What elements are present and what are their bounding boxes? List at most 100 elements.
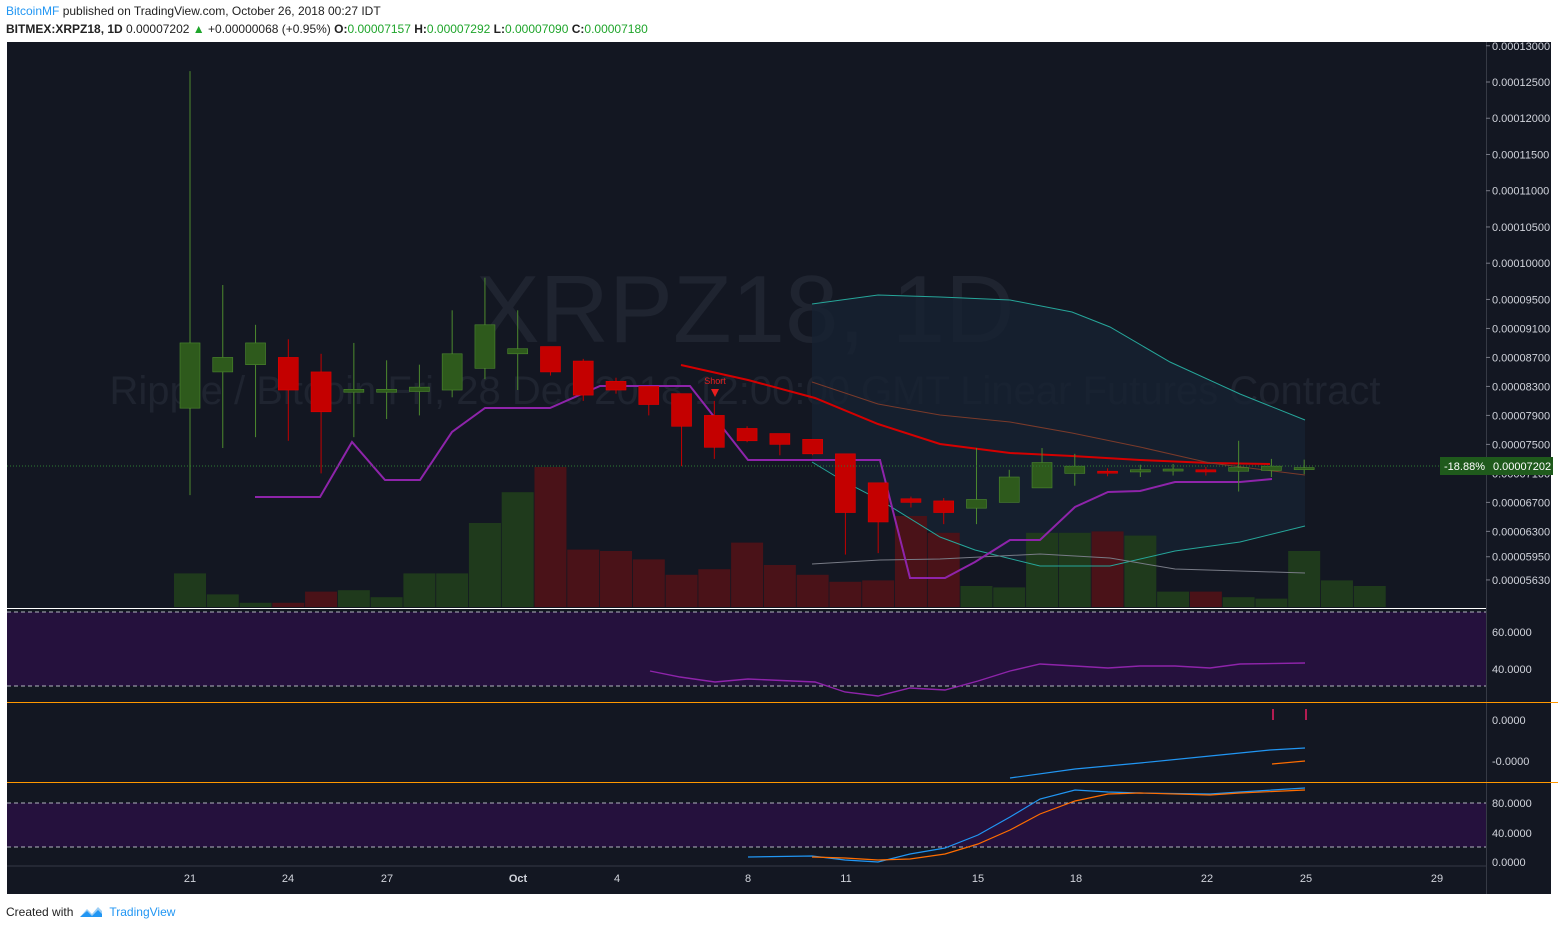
open-value: 0.00007157 xyxy=(347,22,411,36)
volume-bar xyxy=(731,542,764,607)
volume-bar xyxy=(436,573,469,607)
candle-body xyxy=(933,500,955,513)
time-axis-label: 21 xyxy=(184,873,196,885)
low-label: L: xyxy=(493,22,505,36)
volume-bar xyxy=(403,573,436,607)
created-with-text: Created with xyxy=(6,905,74,919)
candle-body xyxy=(802,439,823,455)
candle-body xyxy=(1130,469,1151,473)
volume-bar xyxy=(305,591,338,607)
candle-body xyxy=(1228,467,1249,472)
volume-bar xyxy=(1157,591,1190,607)
volume-bar xyxy=(600,551,633,607)
candle-body xyxy=(540,346,561,373)
pane3-band xyxy=(7,803,1486,847)
price-axis-label: 0.00013000 xyxy=(1492,42,1550,53)
publish-info: BitcoinMF published on TradingView.com, … xyxy=(6,4,381,18)
volume-bar xyxy=(829,581,862,607)
volume-bar xyxy=(370,597,403,607)
bollinger-basis-line xyxy=(811,553,1306,574)
price-axis-label: 0.00007900 xyxy=(1492,410,1550,422)
candle-body xyxy=(278,357,299,391)
interval: 1D xyxy=(107,22,123,36)
candle-body xyxy=(441,353,463,391)
candle-body xyxy=(671,393,692,427)
bollinger-lower-line xyxy=(811,461,1306,567)
price-axis-label: 0.00006300 xyxy=(1492,526,1550,538)
open-label: O: xyxy=(334,22,348,36)
candle-body xyxy=(409,386,430,392)
volume-bar xyxy=(534,467,567,607)
price-axis-label: 0.00011000 xyxy=(1492,186,1549,198)
candle-body xyxy=(998,476,1020,503)
short-signal-label: Short xyxy=(704,376,726,386)
tradingview-link[interactable]: TradingView xyxy=(109,905,176,919)
price-axis-label: 0.00005950 xyxy=(1492,552,1550,564)
moving-average-red xyxy=(680,364,1271,465)
volume-bar xyxy=(927,532,960,607)
volume-bar xyxy=(1222,597,1255,607)
time-axis-label: 15 xyxy=(972,873,984,885)
pane3-blue-line xyxy=(747,787,1306,863)
candle-body xyxy=(867,482,889,523)
volume-bar xyxy=(174,573,206,607)
tradingview-logo-icon xyxy=(80,907,103,917)
pane1-line xyxy=(649,662,1306,697)
pane1-axis-label: 40.0000 xyxy=(1492,664,1532,676)
time-axis-label: 25 xyxy=(1300,873,1312,885)
close-value: 0.00007180 xyxy=(584,22,648,36)
high-value: 0.00007292 xyxy=(426,22,491,36)
volume-bar xyxy=(993,587,1026,607)
high-label: H: xyxy=(414,22,427,36)
pane3-axis-label: 40.0000 xyxy=(1492,828,1532,840)
last-change-label: -18.88% xyxy=(1444,461,1485,473)
time-axis-label: 11 xyxy=(840,873,851,885)
volume-bar xyxy=(862,580,895,607)
candle-body xyxy=(1293,467,1315,470)
time-axis-label: Oct xyxy=(509,873,528,885)
pane3-axis-label: 80.0000 xyxy=(1492,798,1532,810)
candle-body xyxy=(245,342,266,365)
candle-body xyxy=(638,386,660,405)
volume-bar xyxy=(632,559,665,607)
pane3-orange-line xyxy=(811,789,1306,861)
pane-separator-2 xyxy=(7,782,1558,783)
candle-body xyxy=(900,498,922,503)
author-link[interactable]: BitcoinMF xyxy=(6,4,60,18)
pane3-axis-label: 0.0000 xyxy=(1492,857,1526,869)
candle-body xyxy=(212,357,234,373)
time-axis-label: 8 xyxy=(745,873,751,885)
volume-bar xyxy=(1058,532,1091,607)
time-axis-label: 4 xyxy=(614,873,620,885)
candle-body xyxy=(179,342,201,409)
candle-body xyxy=(572,360,594,396)
volume-bar xyxy=(1124,535,1157,607)
candle-body xyxy=(835,453,856,513)
candle-body xyxy=(704,415,725,448)
volume-bar xyxy=(272,602,305,607)
volume-bar xyxy=(1288,551,1321,607)
pane2-axis-label: -0.0000 xyxy=(1492,756,1529,768)
candle-body xyxy=(1261,465,1282,471)
last-price: 0.00007202 xyxy=(126,22,190,36)
price-axis-label: 0.00008300 xyxy=(1492,381,1550,393)
candle-body xyxy=(507,348,529,355)
ohlc-legend: BITMEX:XRPZ18, 1D 0.00007202 ▲ +0.000000… xyxy=(6,22,648,36)
candle-body xyxy=(343,389,365,393)
candle-body xyxy=(1162,468,1184,472)
volume-bar xyxy=(1255,598,1288,607)
last-price-label: 0.00007202 xyxy=(1493,461,1551,473)
time-axis-label: 24 xyxy=(282,873,294,885)
volume-bar xyxy=(1091,531,1124,607)
price-axis-label: 0.00005630 xyxy=(1492,575,1550,587)
candle-body xyxy=(376,389,397,393)
time-axis-label: 22 xyxy=(1201,873,1213,885)
volume-bar xyxy=(960,586,993,607)
volume-bar xyxy=(239,602,272,607)
price-axis-label: 0.00006700 xyxy=(1492,497,1550,509)
volume-bar xyxy=(1026,532,1059,607)
short-signal-arrow-icon xyxy=(711,389,719,397)
last-price-badge xyxy=(1440,457,1553,475)
close-label: C: xyxy=(571,22,585,36)
